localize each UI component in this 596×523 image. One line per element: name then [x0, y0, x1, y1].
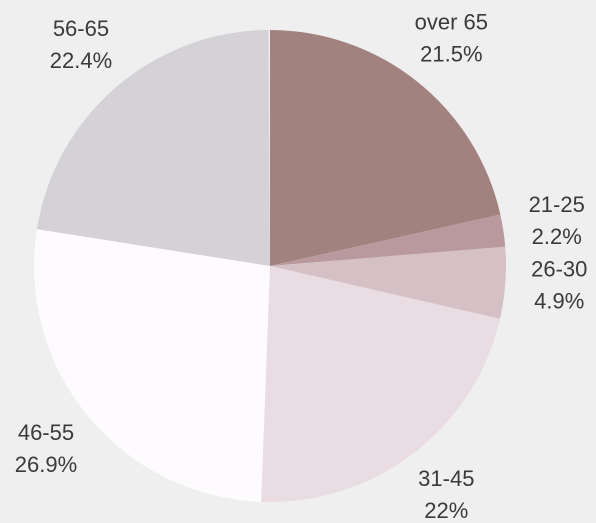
slice-value-label: 22.4% — [50, 48, 112, 73]
slice-value-label: 4.9% — [534, 289, 584, 314]
pie-slice — [270, 214, 506, 266]
slice-label: 46-55 — [18, 420, 74, 445]
pie-slice — [270, 246, 506, 319]
pie-slice — [34, 229, 271, 502]
slice-value-label: 2.2% — [532, 224, 582, 249]
slice-label: over 65 — [415, 9, 488, 34]
pie-slice — [261, 266, 500, 502]
slice-value-label: 26.9% — [15, 452, 77, 477]
slice-label: 31-45 — [418, 466, 474, 491]
slice-label: 21-25 — [529, 192, 585, 217]
slice-value-label: 22% — [424, 498, 468, 523]
slice-label: 56-65 — [53, 16, 109, 41]
slice-value-label: 21.5% — [420, 41, 482, 66]
slice-label: 26-30 — [531, 257, 587, 282]
pie-slice — [36, 30, 271, 267]
pie-slice — [270, 30, 501, 266]
